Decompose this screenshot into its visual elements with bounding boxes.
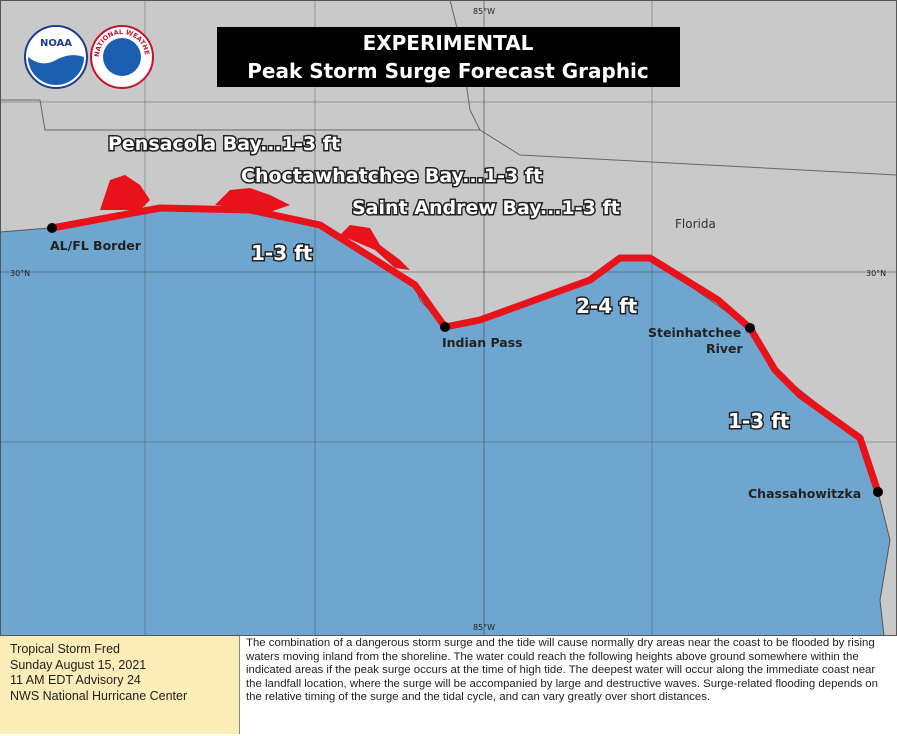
place-label: Chassahowitzka xyxy=(748,486,861,501)
bay-surge xyxy=(100,175,410,270)
surge-label: 1-3 ft xyxy=(728,409,790,433)
lat-label: 30°N xyxy=(10,269,30,278)
description: The combination of a dangerous storm sur… xyxy=(246,637,878,703)
place-label: Steinhatchee xyxy=(648,325,741,340)
title: EXPERIMENTAL xyxy=(363,31,534,55)
endpoint xyxy=(47,223,883,497)
state-label: Florida xyxy=(675,217,716,231)
place-label: Indian Pass xyxy=(442,335,523,350)
lat-label: 30°N xyxy=(866,269,886,278)
state-border xyxy=(0,99,897,176)
info-line: Tropical Storm Fred xyxy=(10,642,120,656)
map: 85°W 85°W 30°N 30°N AL/FL Border Indian … xyxy=(0,0,897,636)
nws-logo xyxy=(103,38,141,76)
bay-label: Saint Andrew Bay...1-3 ft xyxy=(352,197,620,219)
place-label: AL/FL Border xyxy=(50,238,142,253)
info-box: Tropical Storm Fred Sunday August 15, 20… xyxy=(0,636,240,734)
surge-label: 2-4 ft xyxy=(576,294,638,318)
lon-label: 85°W xyxy=(473,623,495,632)
title: Peak Storm Surge Forecast Graphic xyxy=(247,59,649,83)
surge-line xyxy=(51,204,882,494)
surge-label: 1-3 ft xyxy=(251,241,313,265)
bay-label: Pensacola Bay...1-3 ft xyxy=(108,133,340,155)
info-line: Sunday August 15, 2021 xyxy=(10,657,147,672)
noaa-logo xyxy=(28,55,84,85)
logo-text: NOAA xyxy=(40,38,72,49)
info-line: NWS National Hurricane Center xyxy=(10,688,188,703)
info-line: 11 AM EDT Advisory 24 xyxy=(10,673,141,687)
lon-label: 85°W xyxy=(473,7,495,16)
place-label: River xyxy=(706,341,744,356)
bay-label: Choctawhatchee Bay...1-3 ft xyxy=(241,165,542,187)
title-box xyxy=(217,27,680,87)
